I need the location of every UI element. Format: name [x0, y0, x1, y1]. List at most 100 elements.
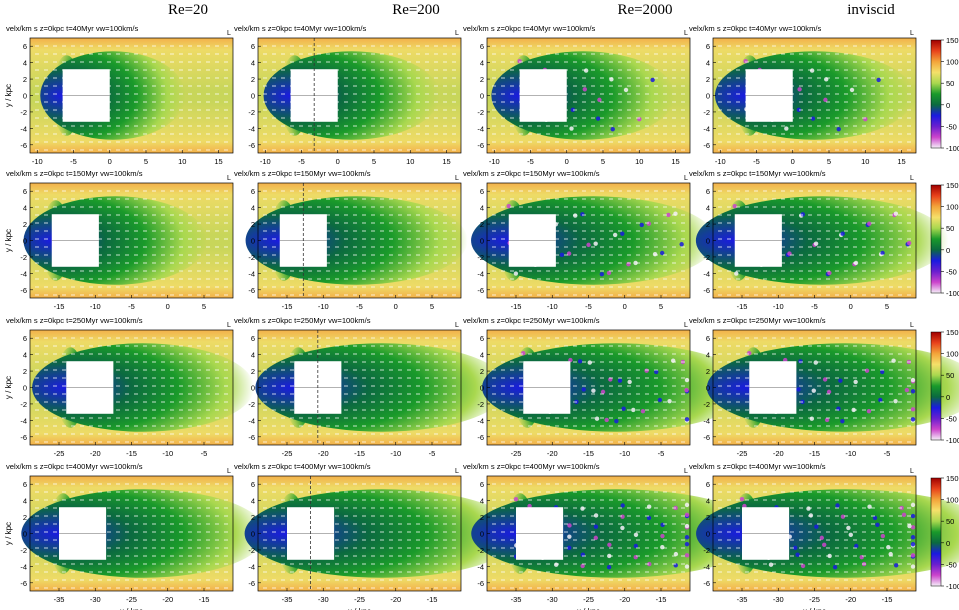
x-tick-label: 5	[659, 302, 663, 311]
turbulence-mark	[867, 221, 872, 226]
y-tick-label: 4	[706, 59, 710, 68]
y-tick-label: 6	[480, 42, 484, 51]
y-tick-label: 0	[251, 92, 255, 101]
y-tick-label: 2	[480, 367, 484, 376]
turbulence-mark	[840, 231, 845, 236]
x-tick-label: -5	[298, 157, 305, 166]
colorbar-tick-label: 150	[946, 36, 959, 45]
y-tick-label: -4	[477, 416, 484, 425]
corner-marker: L	[684, 322, 688, 329]
turbulence-mark	[826, 389, 832, 395]
y-tick-label: 2	[23, 367, 27, 376]
y-tick-label: -4	[20, 124, 27, 133]
turbulence-mark	[583, 68, 589, 73]
x-tick-label: -35	[54, 595, 65, 604]
panel-label: velx/km s z=0kpc t=150Myr vw=100km/s	[463, 169, 600, 178]
y-tick-label: 6	[706, 334, 710, 343]
turbulence-mark	[876, 77, 881, 83]
turbulence-mark	[849, 87, 855, 93]
turbulence-mark	[838, 378, 843, 383]
x-tick-label: -10	[715, 157, 726, 166]
y-tick-label: 4	[480, 59, 484, 68]
panel-label: velx/km s z=0kpc t=150Myr vw=100km/s	[6, 169, 143, 178]
turbulence-mark	[646, 221, 652, 226]
colorbar-tick-label: 50	[946, 224, 954, 233]
y-tick-label: 2	[706, 367, 710, 376]
x-tick-label: -10	[260, 157, 271, 166]
x-tick-label: 5	[202, 302, 206, 311]
panel-r1-re20: velx/km s z=0kpc t=40Myr vw=100km/s L -6 -4…	[4, 24, 234, 166]
x-tick-label: -15	[511, 302, 522, 311]
turbulence-mark	[893, 399, 898, 404]
panel-label: velx/km s z=0kpc t=250Myr vw=100km/s	[463, 316, 600, 325]
corner-marker: L	[455, 468, 459, 475]
turbulence-mark	[797, 87, 802, 92]
x-tick-label: -25	[354, 595, 365, 604]
y-tick-label: -2	[20, 253, 27, 262]
turbulence-mark	[679, 242, 684, 247]
y-tick-label: -2	[248, 253, 255, 262]
x-tick-label: -30	[318, 595, 329, 604]
x-tick-label: -10	[90, 302, 101, 311]
turbulence-mark	[823, 97, 828, 103]
turbulence-mark	[639, 222, 644, 228]
corner-marker: L	[455, 175, 459, 182]
turbulence-mark	[631, 407, 636, 413]
wake-region	[263, 51, 440, 140]
panel-label: velx/km s z=0kpc t=40Myr vw=100km/s	[234, 24, 367, 33]
corner-marker: L	[684, 30, 688, 37]
x-tick-label: -10	[619, 449, 630, 458]
x-tick-label: -5	[128, 302, 135, 311]
x-tick-label: -15	[126, 449, 137, 458]
turbulence-mark	[633, 260, 638, 266]
y-tick-label: -2	[703, 400, 710, 409]
turbulence-mark	[827, 270, 832, 276]
x-tick-label: 15	[442, 157, 450, 166]
turbulence-mark	[666, 212, 671, 218]
x-tick-label: 5	[601, 157, 605, 166]
panel-r4-re20: velx/km s z=0kpc t=400Myr vw=100km/s L -6 -…	[4, 462, 267, 610]
y-tick-label: 4	[23, 204, 27, 213]
y-tick-label: 4	[251, 59, 255, 68]
column-title-re2000: Re=2000	[617, 2, 673, 18]
y-tick-label: -2	[477, 253, 484, 262]
y-tick-label: 6	[23, 480, 27, 489]
turbulence-mark	[798, 359, 803, 364]
turbulence-mark	[684, 377, 690, 383]
y-tick-label: 2	[23, 75, 27, 84]
x-tick-label: -20	[318, 449, 329, 458]
turbulence-mark	[657, 397, 663, 403]
y-tick-label: 4	[23, 497, 27, 506]
y-tick-label: -2	[248, 546, 255, 555]
y-tick-label: 2	[706, 75, 710, 84]
y-tick-label: -4	[20, 269, 27, 278]
y-axis-label: y / kpc	[4, 84, 13, 107]
y-tick-label: 4	[706, 351, 710, 360]
turbulence-mark	[620, 231, 625, 236]
panel-r2-re20: velx/km s z=0kpc t=150Myr vw=100km/s L -6 -…	[4, 169, 234, 311]
y-tick-label: 6	[706, 187, 710, 196]
y-tick-label: -6	[703, 286, 710, 295]
y-tick-label: -6	[248, 286, 255, 295]
y-tick-label: 4	[480, 351, 484, 360]
x-tick-label: -15	[809, 449, 820, 458]
turbulence-mark	[813, 360, 818, 365]
turbulence-mark	[581, 387, 586, 392]
turbulence-mark	[910, 377, 916, 383]
y-tick-label: 0	[23, 384, 27, 393]
x-tick-label: 10	[861, 157, 869, 166]
panel-r3-inviscid: velx/km s z=0kpc t=250Myr vw=100km/s L -6 -…	[689, 316, 959, 458]
panel-label: velx/km s z=0kpc t=40Myr vw=100km/s	[6, 24, 139, 33]
turbulence-mark	[836, 126, 841, 132]
corner-marker: L	[910, 30, 914, 37]
x-tick-label: -20	[773, 449, 784, 458]
turbulence-mark	[809, 416, 815, 421]
y-tick-label: -2	[477, 400, 484, 409]
x-tick-label: 10	[406, 157, 414, 166]
panel-label: velx/km s z=0kpc t=150Myr vw=100km/s	[234, 169, 371, 178]
turbulence-mark	[734, 271, 739, 276]
corner-marker: L	[684, 175, 688, 182]
panel-r4-re200: velx/km s z=0kpc t=400Myr vw=100km/s L -6 -…	[234, 462, 521, 610]
turbulence-mark	[784, 126, 789, 131]
y-tick-label: 0	[706, 92, 710, 101]
